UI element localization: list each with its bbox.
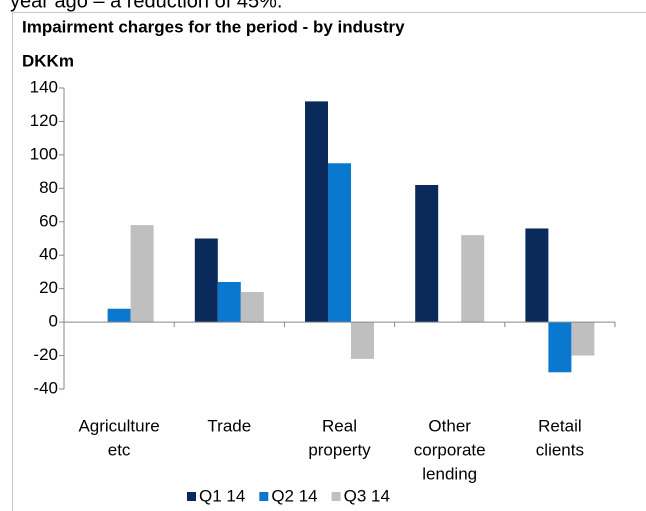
x-tick-label: lending bbox=[422, 464, 477, 483]
bar bbox=[217, 281, 241, 323]
bar bbox=[240, 292, 264, 323]
legend-label: Q2 14 bbox=[271, 486, 317, 505]
bar bbox=[415, 184, 439, 323]
x-tick-label: corporate bbox=[414, 440, 486, 459]
legend-swatch bbox=[187, 492, 196, 501]
y-tick-label: 80 bbox=[39, 178, 58, 197]
y-tick-label: 120 bbox=[30, 111, 58, 130]
bar bbox=[351, 322, 374, 359]
x-tick-label: Real bbox=[322, 416, 357, 435]
y-tick-label: 0 bbox=[49, 312, 58, 331]
y-tick-label: -40 bbox=[33, 378, 58, 397]
bar bbox=[107, 308, 131, 323]
bar bbox=[571, 322, 595, 356]
y-tick-label: 60 bbox=[39, 211, 58, 230]
bar bbox=[305, 101, 328, 323]
x-tick-label: Agriculture bbox=[78, 416, 159, 435]
context-text: year ago – a reduction of 45%. bbox=[10, 0, 282, 12]
x-tick-label: Trade bbox=[207, 416, 251, 435]
y-tick-label: -20 bbox=[33, 345, 58, 364]
x-tick-label: Retail bbox=[538, 416, 581, 435]
y-tick-label: 100 bbox=[30, 144, 58, 163]
y-axis-label: DKKm bbox=[22, 51, 74, 70]
y-tick-label: 140 bbox=[30, 77, 58, 96]
chart-title: Impairment charges for the period - by i… bbox=[22, 17, 405, 36]
chart-border bbox=[12, 12, 646, 511]
x-tick-label: property bbox=[308, 440, 371, 459]
x-tick-label: clients bbox=[536, 440, 584, 459]
y-tick-label: 40 bbox=[39, 245, 58, 264]
bar bbox=[548, 322, 572, 373]
bar bbox=[525, 228, 549, 323]
bar bbox=[461, 235, 485, 323]
y-tick-label: 20 bbox=[39, 278, 58, 297]
legend-label: Q1 14 bbox=[199, 486, 245, 505]
legend-swatch bbox=[259, 492, 269, 501]
x-tick-label: Other bbox=[428, 416, 471, 435]
bar bbox=[130, 225, 154, 323]
bar bbox=[194, 238, 218, 323]
legend-swatch bbox=[331, 492, 341, 501]
legend-label: Q3 14 bbox=[344, 486, 390, 505]
x-tick-label: etc bbox=[108, 440, 131, 459]
bar bbox=[328, 163, 351, 323]
